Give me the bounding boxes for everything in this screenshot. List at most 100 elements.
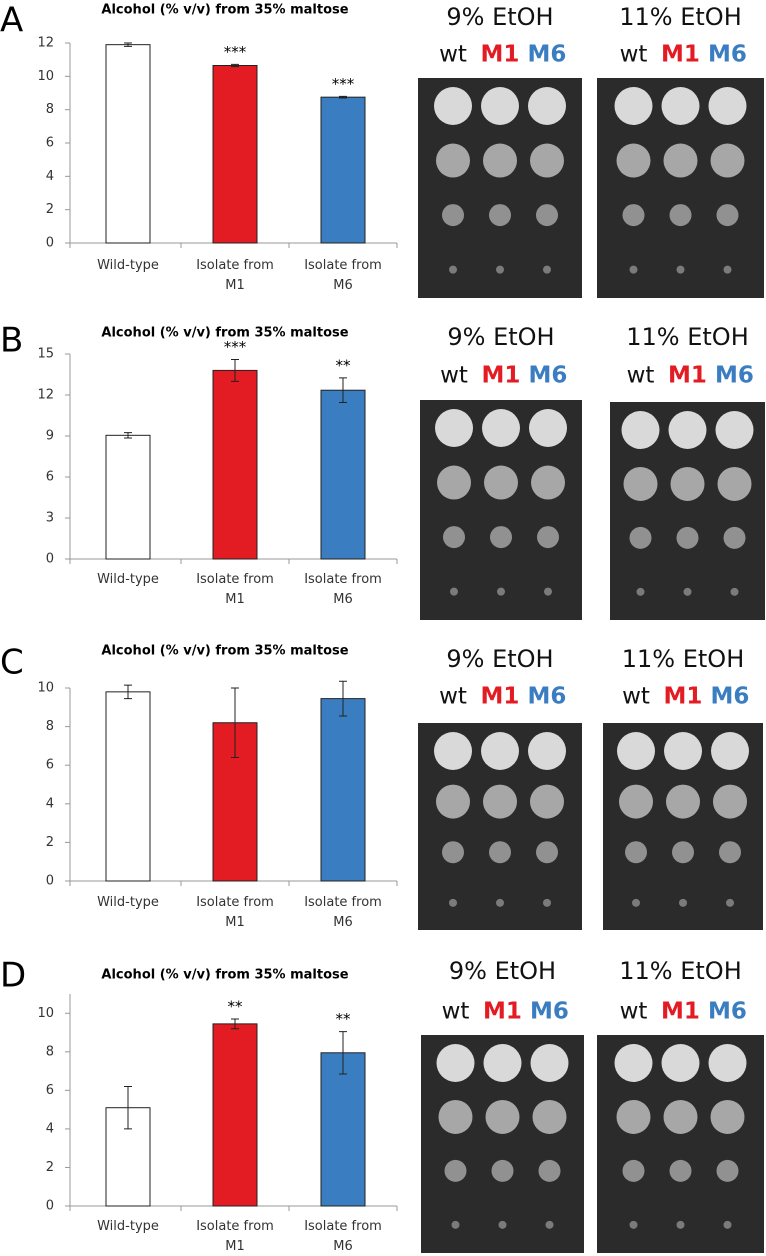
colony-spot bbox=[666, 784, 700, 819]
chart-title: Alcohol (% v/v) from 35% maltose bbox=[101, 326, 348, 341]
colony-spot bbox=[529, 409, 567, 447]
colony-spot bbox=[622, 204, 645, 227]
colony-spot bbox=[629, 1220, 638, 1229]
significance: ** bbox=[228, 998, 244, 1016]
colony-spot bbox=[636, 587, 645, 596]
colony-spot bbox=[664, 732, 702, 770]
colony-spot bbox=[623, 466, 658, 501]
strain-label: M1 bbox=[664, 684, 703, 710]
plate-label: 9% EtOH bbox=[449, 957, 556, 985]
bar bbox=[212, 1023, 258, 1207]
strain-label: wt bbox=[622, 684, 650, 710]
colony-spot bbox=[491, 1159, 514, 1182]
strain-label: M6 bbox=[530, 999, 569, 1025]
y-tick-label: 4 bbox=[46, 1121, 54, 1136]
colony-spot bbox=[498, 1220, 507, 1229]
colony-spot bbox=[532, 1099, 567, 1134]
colony-spot bbox=[536, 841, 558, 864]
colony-spot bbox=[672, 841, 694, 864]
colony-spot bbox=[489, 204, 511, 227]
y-tick-label: 12 bbox=[37, 388, 54, 403]
colony-spot bbox=[484, 465, 518, 500]
colony-spot bbox=[676, 526, 699, 549]
error-bar bbox=[339, 1031, 347, 1075]
strain-label: M1 bbox=[668, 363, 707, 389]
colony-spot bbox=[438, 1099, 473, 1134]
x-tick-label: Wild-type bbox=[97, 1219, 159, 1234]
colony-spot bbox=[716, 204, 739, 227]
colony-spot bbox=[436, 143, 470, 178]
colony-spot bbox=[629, 526, 652, 549]
x-tick-label: Wild-type bbox=[97, 258, 159, 273]
x-tick-label: Isolate from M6 bbox=[304, 572, 382, 607]
colony-spot bbox=[616, 143, 651, 178]
colony-spot bbox=[483, 143, 517, 178]
colony-spot bbox=[616, 1099, 651, 1134]
plate-label: 11% EtOH bbox=[619, 957, 741, 985]
y-tick-label: 15 bbox=[37, 347, 54, 362]
colony-spot bbox=[496, 265, 504, 274]
strain-label: M1 bbox=[482, 363, 521, 389]
colony-spot bbox=[497, 587, 505, 596]
bar bbox=[105, 44, 151, 244]
y-tick-label: 2 bbox=[46, 202, 54, 217]
colony-spot bbox=[543, 898, 551, 907]
y-tick-label: 8 bbox=[46, 719, 54, 734]
colony-spot bbox=[719, 841, 741, 864]
x-tick-label: Isolate from M6 bbox=[304, 895, 382, 930]
colony-spot bbox=[544, 587, 552, 596]
colony-spot bbox=[496, 898, 504, 907]
strain-label: M6 bbox=[528, 42, 567, 68]
colony-spot bbox=[537, 526, 559, 549]
chart-title: Alcohol (% v/v) from 35% maltose bbox=[101, 968, 348, 983]
error-bar bbox=[124, 432, 132, 439]
colony-spot bbox=[668, 411, 707, 449]
colony-spot bbox=[661, 87, 700, 125]
error-bar bbox=[339, 95, 347, 99]
colony-spot bbox=[442, 841, 464, 864]
y-tick-label: 8 bbox=[46, 1044, 54, 1059]
colony-spot bbox=[545, 1220, 554, 1229]
colony-spot bbox=[481, 87, 519, 125]
significance: *** bbox=[224, 338, 247, 356]
y-tick-label: 6 bbox=[46, 136, 54, 151]
colony-spot bbox=[711, 732, 749, 770]
strain-label: wt bbox=[442, 999, 470, 1025]
strain-label: M6 bbox=[708, 999, 747, 1025]
colony-spot bbox=[614, 87, 653, 125]
colony-spot bbox=[449, 898, 457, 907]
y-tick-label: 4 bbox=[46, 169, 54, 184]
x-tick-label: Isolate from M6 bbox=[304, 1219, 382, 1254]
y-tick-label: 0 bbox=[46, 236, 54, 251]
y-tick-label: 0 bbox=[46, 874, 54, 889]
strain-label: M1 bbox=[481, 684, 520, 710]
colony-spot bbox=[717, 466, 752, 501]
strain-label: M6 bbox=[711, 684, 750, 710]
error-bar bbox=[231, 1018, 239, 1030]
colony-spot bbox=[543, 265, 551, 274]
error-bar bbox=[124, 1086, 132, 1130]
colony-spot bbox=[436, 784, 470, 819]
colony-spot bbox=[676, 1220, 685, 1229]
error-bar bbox=[124, 684, 132, 700]
x-tick-label: Wild-type bbox=[97, 895, 159, 910]
colony-spot bbox=[730, 587, 739, 596]
strain-label: M1 bbox=[483, 999, 522, 1025]
colony-spot bbox=[614, 1044, 653, 1082]
colony-spot bbox=[713, 784, 747, 819]
y-tick-label: 0 bbox=[46, 1199, 54, 1214]
panel-letter: D bbox=[0, 956, 26, 996]
bar bbox=[105, 434, 151, 560]
plate-label: 9% EtOH bbox=[446, 3, 553, 31]
significance: ** bbox=[336, 1010, 352, 1028]
colony-spot bbox=[617, 732, 655, 770]
strain-label: M6 bbox=[715, 363, 754, 389]
y-tick-label: 9 bbox=[46, 429, 54, 444]
colony-spot bbox=[450, 587, 458, 596]
y-tick-label: 0 bbox=[46, 552, 54, 567]
significance: ** bbox=[336, 356, 352, 374]
bar bbox=[320, 698, 366, 882]
strain-label: M6 bbox=[529, 363, 568, 389]
colony-spot bbox=[528, 87, 566, 125]
colony-spot bbox=[708, 1044, 747, 1082]
